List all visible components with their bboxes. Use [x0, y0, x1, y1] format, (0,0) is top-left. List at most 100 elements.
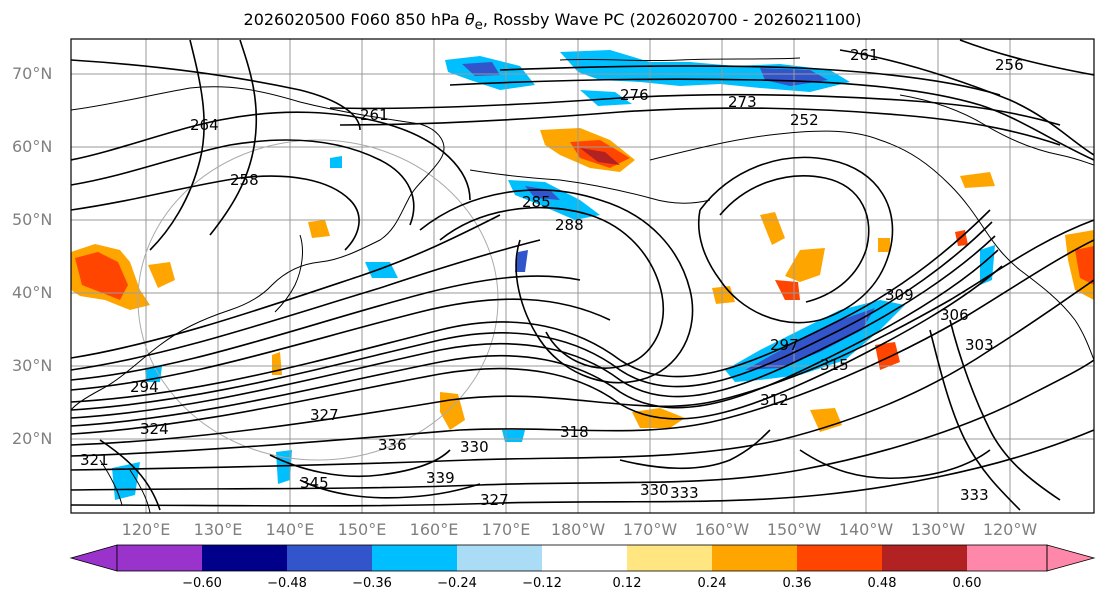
contour-label: 258: [230, 171, 259, 189]
lon-label: 170°W: [622, 520, 678, 539]
positive-anomaly-patch: [878, 238, 890, 252]
contour-label: 256: [995, 56, 1024, 74]
positive-anomaly-patch: [440, 392, 465, 430]
contour-label: 330: [460, 438, 489, 456]
title-theta: θ: [464, 10, 475, 29]
contour-label: 321: [80, 451, 109, 469]
lon-label: 130°E: [193, 520, 243, 539]
colorbar-tick-label: 0.48: [867, 576, 897, 591]
ocean-background: [71, 39, 1094, 513]
contour-label: 261: [360, 106, 389, 124]
positive-anomaly-patch: [148, 262, 175, 288]
coastlines: [71, 57, 1094, 513]
colorbar-tick-label: 0.60: [952, 576, 982, 591]
colorbar-bin: [372, 545, 457, 571]
colorbar-tick-label: 0.24: [697, 576, 727, 591]
contour-label: 273: [728, 93, 757, 111]
contour-label: 309: [885, 286, 914, 304]
contour-label: 303: [965, 336, 994, 354]
lat-label-40n: 40°N: [12, 283, 53, 302]
contour-label: 315: [820, 356, 849, 374]
lat-label-70n: 70°N: [12, 64, 53, 83]
negative-anomaly-patch: [330, 156, 342, 168]
negative-anomaly-patch: [515, 250, 528, 272]
colorbar-tick-label: 0.12: [612, 576, 642, 591]
contour-label: 285: [522, 193, 551, 211]
positive-anomaly-patch: [810, 408, 842, 432]
contour-label: 288: [555, 216, 584, 234]
negative-anomaly-patch: [502, 430, 525, 442]
lon-label: 150°E: [337, 520, 387, 539]
positive-anomaly-patch: [308, 220, 330, 238]
contour-label: 345: [300, 474, 329, 492]
colorbar: [69, 544, 1096, 572]
colorbar-tick-label: −0.36: [352, 576, 392, 591]
positive-anomaly-patch: [1075, 246, 1094, 285]
positive-anomaly-patch: [75, 252, 128, 300]
colorbar-bin: [117, 545, 202, 571]
positive-anomaly-patch: [580, 148, 620, 165]
colorbar-bin: [712, 545, 797, 571]
contour-label: 276: [620, 86, 649, 104]
title-prefix: 2026020500 F060 850 hPa: [243, 10, 465, 29]
colorbar-bin: [202, 545, 287, 571]
lon-label: 160°E: [409, 520, 459, 539]
contour-label: 327: [310, 406, 339, 424]
colorbar-extend-low: [69, 544, 118, 572]
colorbar-bin: [287, 545, 372, 571]
map-title: 2026020500 F060 850 hPa θe, Rossby Wave …: [0, 10, 1105, 33]
contour-label: 333: [670, 484, 699, 502]
contour-label: 339: [426, 469, 455, 487]
lat-label-60n: 60°N: [12, 137, 53, 156]
contour-label: 330: [640, 481, 669, 499]
contour-label: 318: [560, 423, 589, 441]
theta-e-contours: [71, 39, 1094, 511]
contour-label: 312: [760, 391, 789, 409]
colorbar-bin: [627, 545, 712, 571]
lat-label-50n: 50°N: [12, 210, 53, 229]
colorbar-tick-label: −0.12: [522, 576, 562, 591]
lon-label: 180°W: [550, 520, 606, 539]
contour-label: 324: [140, 420, 169, 438]
contour-label: 306: [940, 306, 969, 324]
positive-anomaly-patch: [960, 172, 995, 188]
colorbar-bin: [457, 545, 542, 571]
title-theta-subscript: e: [474, 18, 483, 34]
lat-label-30n: 30°N: [12, 356, 53, 375]
colorbar-bin: [542, 545, 627, 571]
contour-label: 336: [378, 436, 407, 454]
lon-label: 140°E: [265, 520, 315, 539]
colorbar-bin: [797, 545, 882, 571]
colorbar-extend-high: [1046, 544, 1096, 572]
contour-label: 327: [480, 491, 509, 509]
colorbar-tick-label: −0.48: [267, 576, 307, 591]
negative-anomaly-patch: [276, 450, 292, 484]
negative-anomaly-patch: [112, 462, 140, 500]
map-frame: [70, 38, 1095, 514]
contour-label: 252: [790, 111, 819, 129]
lon-label: 150°W: [766, 520, 822, 539]
contour-label: 261: [850, 46, 879, 64]
contour-label: 294: [130, 378, 159, 396]
colorbar-tick-label: 0.36: [782, 576, 812, 591]
positive-anomaly-patch: [875, 342, 900, 370]
contour-label: 264: [190, 116, 219, 134]
contour-label: 333: [960, 486, 989, 504]
colorbar-bin: [967, 545, 1047, 571]
lon-label: 130°W: [910, 520, 966, 539]
colorbar-tick-label: −0.60: [182, 576, 222, 591]
negative-anomaly-patch: [462, 62, 500, 76]
negative-anomaly-patch: [580, 90, 632, 106]
negative-anomaly-patch: [745, 308, 875, 370]
colorbar-outline: [116, 544, 1048, 572]
lat-label-20n: 20°N: [12, 429, 53, 448]
positive-anomaly-patch: [785, 248, 825, 282]
colorbar-tick-label: −0.24: [437, 576, 477, 591]
contour-label: 297: [770, 336, 799, 354]
contour-labels: 261 276 273 252 256 264 258 261 285 288 …: [80, 46, 1024, 509]
lon-label: 140°W: [838, 520, 894, 539]
lon-label: 120°E: [121, 520, 171, 539]
lon-label: 160°W: [694, 520, 750, 539]
map-plot-area: 261 276 273 252 256 264 258 261 285 288 …: [71, 39, 1094, 513]
